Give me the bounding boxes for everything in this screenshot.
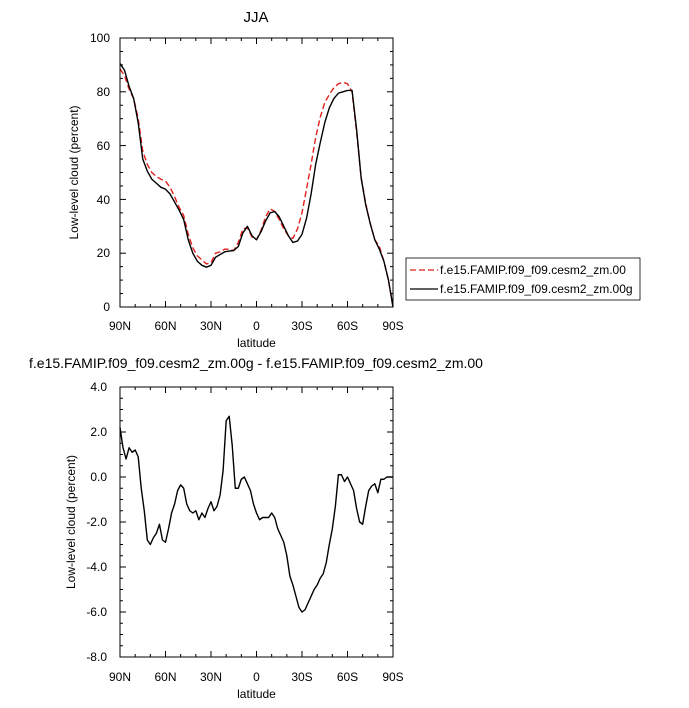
top-panel: JJA 0 20 40 60 80 100 90N 60N 30N 0 30S …	[67, 9, 641, 350]
top-y-tick-label: 40	[97, 193, 111, 207]
bottom-y-tick-label: -8.0	[86, 650, 107, 664]
top-y-tick-label: 80	[97, 85, 111, 99]
top-series-layer	[119, 63, 394, 308]
bottom-y-tick-label: -6.0	[86, 605, 107, 619]
bottom-x-axis-label: latitude	[237, 687, 276, 701]
bottom-series-layer	[119, 415, 393, 613]
bottom-axis-ticks	[119, 386, 394, 658]
legend-box	[405, 257, 641, 301]
top-x-tick-label: 30N	[200, 319, 222, 333]
bottom-x-tick-label: 90N	[109, 670, 131, 684]
bottom-panel: f.e15.FAMIP.f09_f09.cesm2_zm.00g - f.e15…	[29, 355, 483, 701]
top-x-tick-label: 90S	[382, 319, 403, 333]
top-x-tick-label: 60S	[337, 319, 358, 333]
bottom-y-tick-label: 0.0	[90, 470, 107, 484]
top-plot-frame	[119, 37, 394, 308]
bottom-y-tick-label: 2.0	[90, 425, 107, 439]
top-x-tick-label: 90N	[109, 319, 131, 333]
top-x-axis-label: latitude	[237, 336, 276, 350]
top-x-tick-label: 30S	[291, 319, 312, 333]
bottom-x-tick-label: 60N	[154, 670, 176, 684]
top-chart-title: JJA	[243, 9, 268, 26]
bottom-x-tick-label: 30S	[291, 670, 312, 684]
bottom-x-tick-label: 90S	[382, 670, 403, 684]
bottom-y-tick-label: -4.0	[86, 560, 107, 574]
top-y-tick-label: 20	[97, 246, 111, 260]
top-x-tick-label: 0	[253, 319, 260, 333]
top-y-tick-label: 0	[103, 300, 110, 314]
top-y-tick-label: 60	[97, 139, 111, 153]
bottom-chart-title: f.e15.FAMIP.f09_f09.cesm2_zm.00g - f.e15…	[29, 355, 483, 371]
top-y-axis-label: Low-level cloud (percent)	[67, 105, 81, 239]
legend: f.e15.FAMIP.f09_f09.cesm2_zm.00 f.e15.FA…	[405, 257, 641, 301]
bottom-y-tick-label: -2.0	[86, 515, 107, 529]
bottom-series-line-0	[119, 415, 393, 613]
bottom-x-tick-label: 60S	[337, 670, 358, 684]
top-y-tick-label: 100	[90, 31, 110, 45]
legend-label-series-00g: f.e15.FAMIP.f09_f09.cesm2_zm.00g	[440, 282, 633, 296]
bottom-x-tick-label: 30N	[200, 670, 222, 684]
bottom-x-tick-label: 0	[253, 670, 260, 684]
top-x-tick-label: 60N	[154, 319, 176, 333]
bottom-y-tick-label: 4.0	[90, 380, 107, 394]
legend-label-series-00: f.e15.FAMIP.f09_f09.cesm2_zm.00	[440, 263, 626, 277]
bottom-y-axis-label: Low-level cloud (percent)	[64, 455, 78, 589]
top-axis-ticks	[119, 37, 394, 308]
bottom-plot-frame	[119, 386, 394, 658]
top-series-line-1	[119, 63, 394, 308]
